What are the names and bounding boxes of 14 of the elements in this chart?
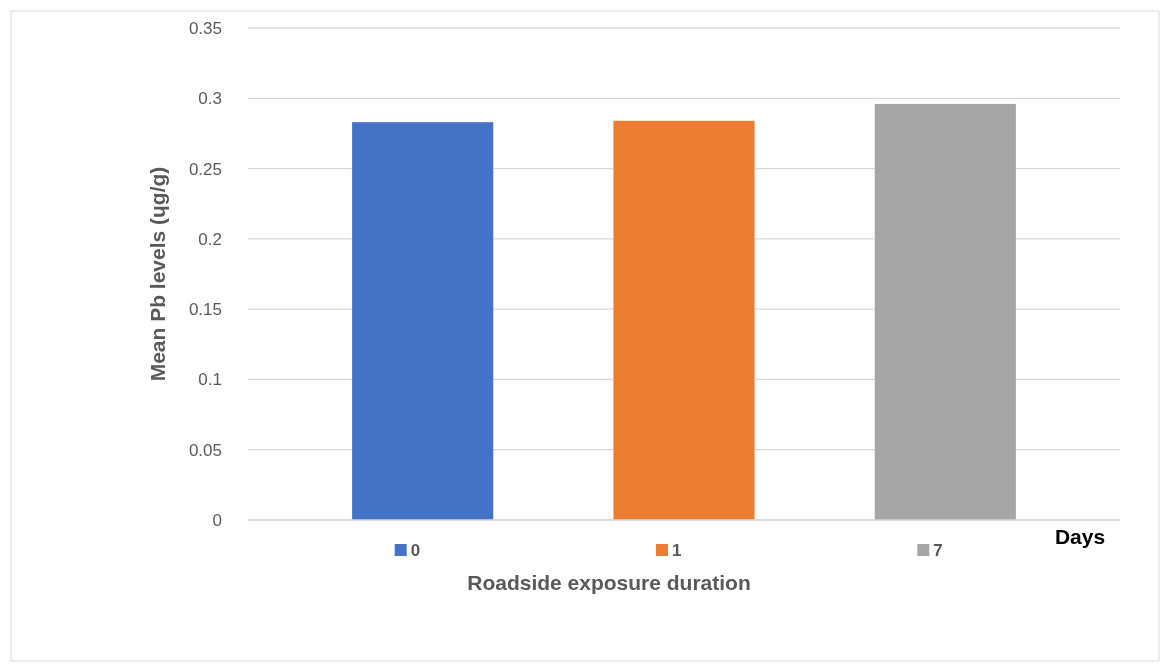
y-tick-label: 0.35 bbox=[188, 18, 222, 38]
text: Days bbox=[1054, 525, 1106, 548]
y-tick-label: 0.05 bbox=[188, 440, 222, 460]
legend-label: 7 bbox=[933, 541, 943, 560]
y-tick-label: 0.25 bbox=[188, 159, 222, 179]
y-tick-label: 0.3 bbox=[198, 89, 222, 109]
y-tick-label: 0.1 bbox=[198, 370, 222, 390]
legend-label: 1 bbox=[672, 541, 682, 560]
x-axis-title: Roadside exposure duration bbox=[467, 571, 751, 594]
y-tick-label: 0.2 bbox=[198, 229, 222, 249]
y-axis-title: Mean Pb levels (ɥg/g) bbox=[146, 166, 169, 382]
y-tick-label: 0 bbox=[212, 510, 222, 530]
legend-label: 0 bbox=[410, 541, 421, 560]
y-tick-label: 0.15 bbox=[188, 300, 222, 320]
